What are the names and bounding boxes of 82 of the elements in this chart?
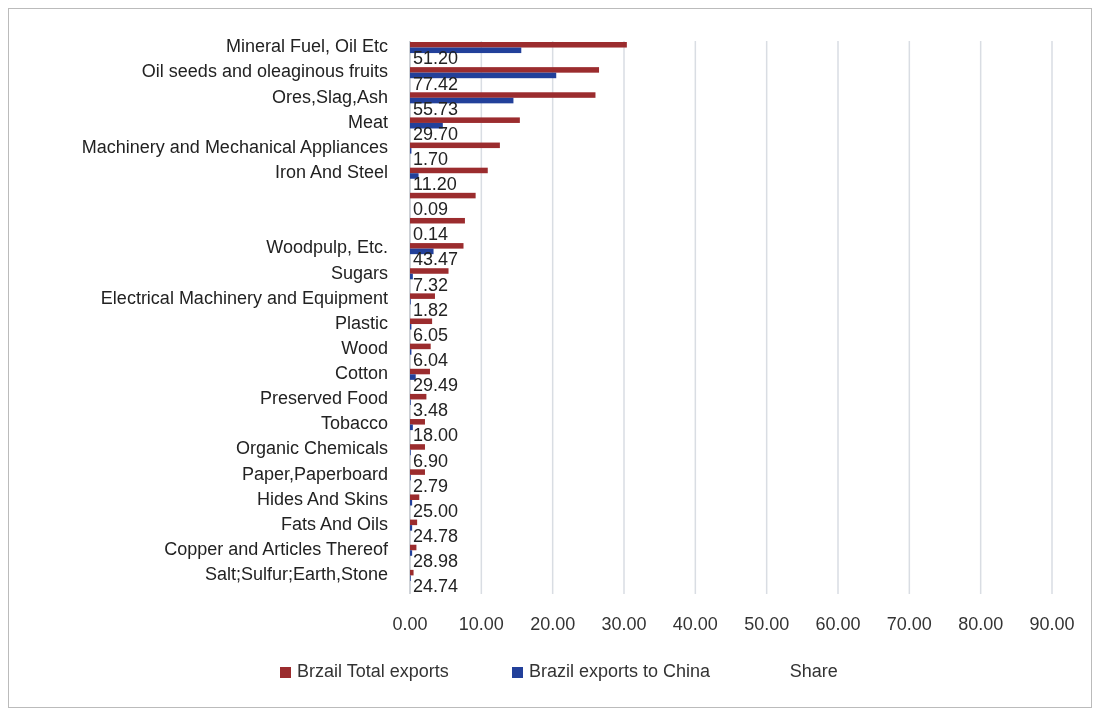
- bar: [410, 424, 413, 431]
- y-tick-label: Sugars: [330, 262, 388, 283]
- y-tick-label: Paper,Paperboard: [241, 463, 388, 484]
- text: 43.47: [413, 249, 459, 270]
- legend-label: Brzail Total exports: [297, 661, 449, 681]
- text: Share: [789, 661, 838, 681]
- bar: [410, 173, 419, 179]
- y-tick-label: Iron And Steel: [274, 161, 388, 182]
- text: 29.70: [413, 123, 459, 144]
- text: 1.70: [413, 148, 449, 169]
- bar: [410, 42, 627, 48]
- x-tick-label: 40.00: [672, 614, 718, 634]
- text: 18.00: [413, 425, 459, 446]
- y-tick-label: Electrical Machinery and Equipment: [100, 287, 388, 308]
- bar: [410, 569, 414, 576]
- text: 3.48: [413, 400, 449, 421]
- text: 0.09: [413, 199, 449, 220]
- text: 1.82: [413, 299, 449, 320]
- bar: [410, 92, 596, 98]
- x-tick-label: 60.00: [815, 614, 861, 634]
- y-tick-label: Fats And Oils: [280, 513, 388, 534]
- bar: [410, 318, 433, 325]
- bar: [410, 273, 413, 280]
- y-tick-label: Cotton: [334, 363, 388, 384]
- y-tick-label: Plastic: [334, 312, 388, 333]
- x-tick-label: 50.00: [744, 614, 790, 634]
- y-tick-label: Oil seeds and oleaginous fruits: [141, 61, 388, 82]
- bar: [410, 519, 418, 526]
- bar: [410, 167, 488, 174]
- text: 77.42: [413, 73, 459, 94]
- bar: [410, 243, 464, 249]
- bar: [410, 469, 425, 475]
- y-tick-label: Wood: [341, 337, 388, 358]
- y-tick-label: Machinery and Mechanical Appliances: [81, 136, 388, 157]
- y-tick-label: Salt;Sulfur;Earth,Stone: [204, 564, 388, 585]
- x-tick-label: 30.00: [601, 614, 647, 634]
- y-tick-label: Ores,Slag,Ash: [271, 86, 388, 107]
- legend-label: Brazil exports to China: [529, 661, 712, 681]
- text: 6.05: [413, 324, 449, 345]
- text: 6.90: [413, 450, 449, 471]
- text: 51.20: [413, 48, 459, 69]
- text: 28.98: [413, 551, 459, 572]
- y-tick-label: Woodpulp, Etc.: [266, 237, 388, 258]
- bar: [410, 525, 413, 531]
- text: 7.32: [413, 274, 449, 295]
- y-tick-label: Meat: [347, 111, 388, 132]
- bar: [410, 142, 500, 149]
- y-tick-label: Organic Chemicals: [235, 438, 388, 459]
- y-tick-label: Tobacco: [320, 413, 388, 434]
- text: 55.73: [413, 98, 459, 119]
- text: 2.79: [413, 475, 449, 496]
- bar: [410, 117, 520, 123]
- bar: [410, 67, 600, 73]
- bar: [410, 444, 425, 450]
- x-tick-label: 20.00: [530, 614, 576, 634]
- bar: [410, 494, 420, 500]
- x-tick-label: 80.00: [958, 614, 1004, 634]
- text: 24.74: [413, 576, 459, 597]
- bar: [410, 368, 430, 375]
- text: 29.49: [413, 375, 459, 396]
- text: 25.00: [413, 500, 459, 521]
- y-tick-label: Preserved Food: [259, 388, 388, 409]
- bar: [410, 550, 413, 556]
- bar: [410, 374, 416, 380]
- bar: [410, 499, 413, 506]
- bar: [410, 343, 431, 350]
- x-tick-label: 10.00: [458, 614, 504, 634]
- y-tick-label: Mineral Fuel, Oil Etc: [225, 36, 388, 57]
- x-tick-label: 0.00: [392, 614, 428, 634]
- y-tick-label: Copper and Articles Thereof: [164, 539, 389, 560]
- bar: [410, 268, 449, 274]
- bar: [410, 192, 476, 199]
- text: 24.78: [413, 525, 459, 546]
- x-tick-label: 70.00: [886, 614, 932, 634]
- text: 11.20: [413, 174, 457, 195]
- x-tick-label: 90.00: [1029, 614, 1075, 634]
- bar: [410, 419, 425, 425]
- bar: [410, 293, 435, 299]
- bar: [410, 217, 465, 224]
- text: 6.04: [413, 350, 449, 371]
- text: 0.14: [413, 224, 449, 245]
- y-tick-label: Hides And Skins: [256, 488, 388, 509]
